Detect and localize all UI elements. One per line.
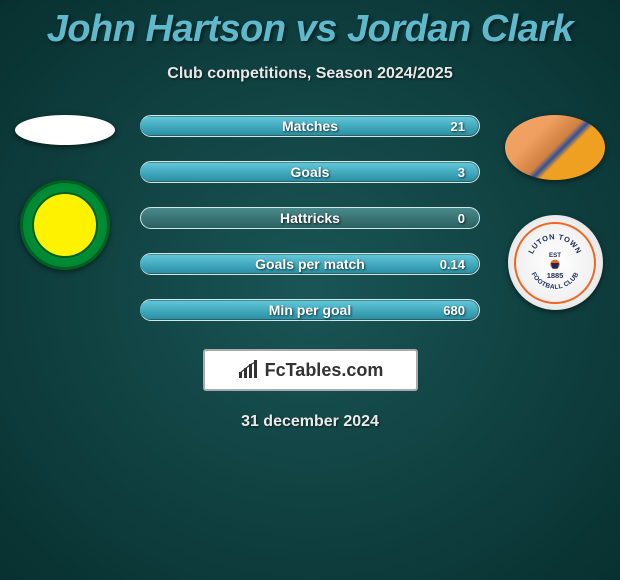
subtitle: Club competitions, Season 2024/2025 — [0, 65, 620, 83]
stat-label: Goals — [291, 164, 330, 180]
stat-row: Min per goal 680 — [140, 299, 480, 321]
comparison-panel: LUTON TOWN FOOTBALL CLUB EST 1885 Matche… — [0, 115, 620, 321]
stat-value-right: 3 — [458, 165, 465, 180]
date-text: 31 december 2024 — [0, 413, 620, 431]
club-badge-left — [20, 180, 110, 270]
club-badge-right: LUTON TOWN FOOTBALL CLUB EST 1885 — [508, 215, 603, 310]
player-left-avatar — [15, 115, 115, 145]
chart-icon — [237, 360, 261, 380]
page-title: John Hartson vs Jordan Clark — [0, 0, 620, 51]
stat-value-right: 680 — [443, 303, 465, 318]
stat-value-right: 21 — [451, 119, 465, 134]
stat-label: Min per goal — [269, 302, 351, 318]
stat-value-right: 0.14 — [440, 257, 465, 272]
stat-row: Hattricks 0 — [140, 207, 480, 229]
stat-label: Goals per match — [255, 256, 365, 272]
svg-text:1885: 1885 — [547, 270, 564, 279]
stat-value-right: 0 — [458, 211, 465, 226]
svg-text:EST: EST — [549, 251, 561, 258]
stat-label: Matches — [282, 118, 338, 134]
stats-list: Matches 21 Goals 3 Hattricks 0 Goals per match… — [140, 115, 480, 321]
player-right-avatar — [505, 115, 605, 180]
stat-label: Hattricks — [280, 210, 340, 226]
club-badge-right-inner: LUTON TOWN FOOTBALL CLUB EST 1885 — [514, 222, 596, 304]
right-column: LUTON TOWN FOOTBALL CLUB EST 1885 — [500, 115, 610, 310]
left-column — [10, 115, 120, 270]
stat-row: Goals per match 0.14 — [140, 253, 480, 275]
brand-box: FcTables.com — [203, 349, 418, 391]
stat-row: Matches 21 — [140, 115, 480, 137]
stat-row: Goals 3 — [140, 161, 480, 183]
brand-text: FcTables.com — [265, 360, 384, 381]
